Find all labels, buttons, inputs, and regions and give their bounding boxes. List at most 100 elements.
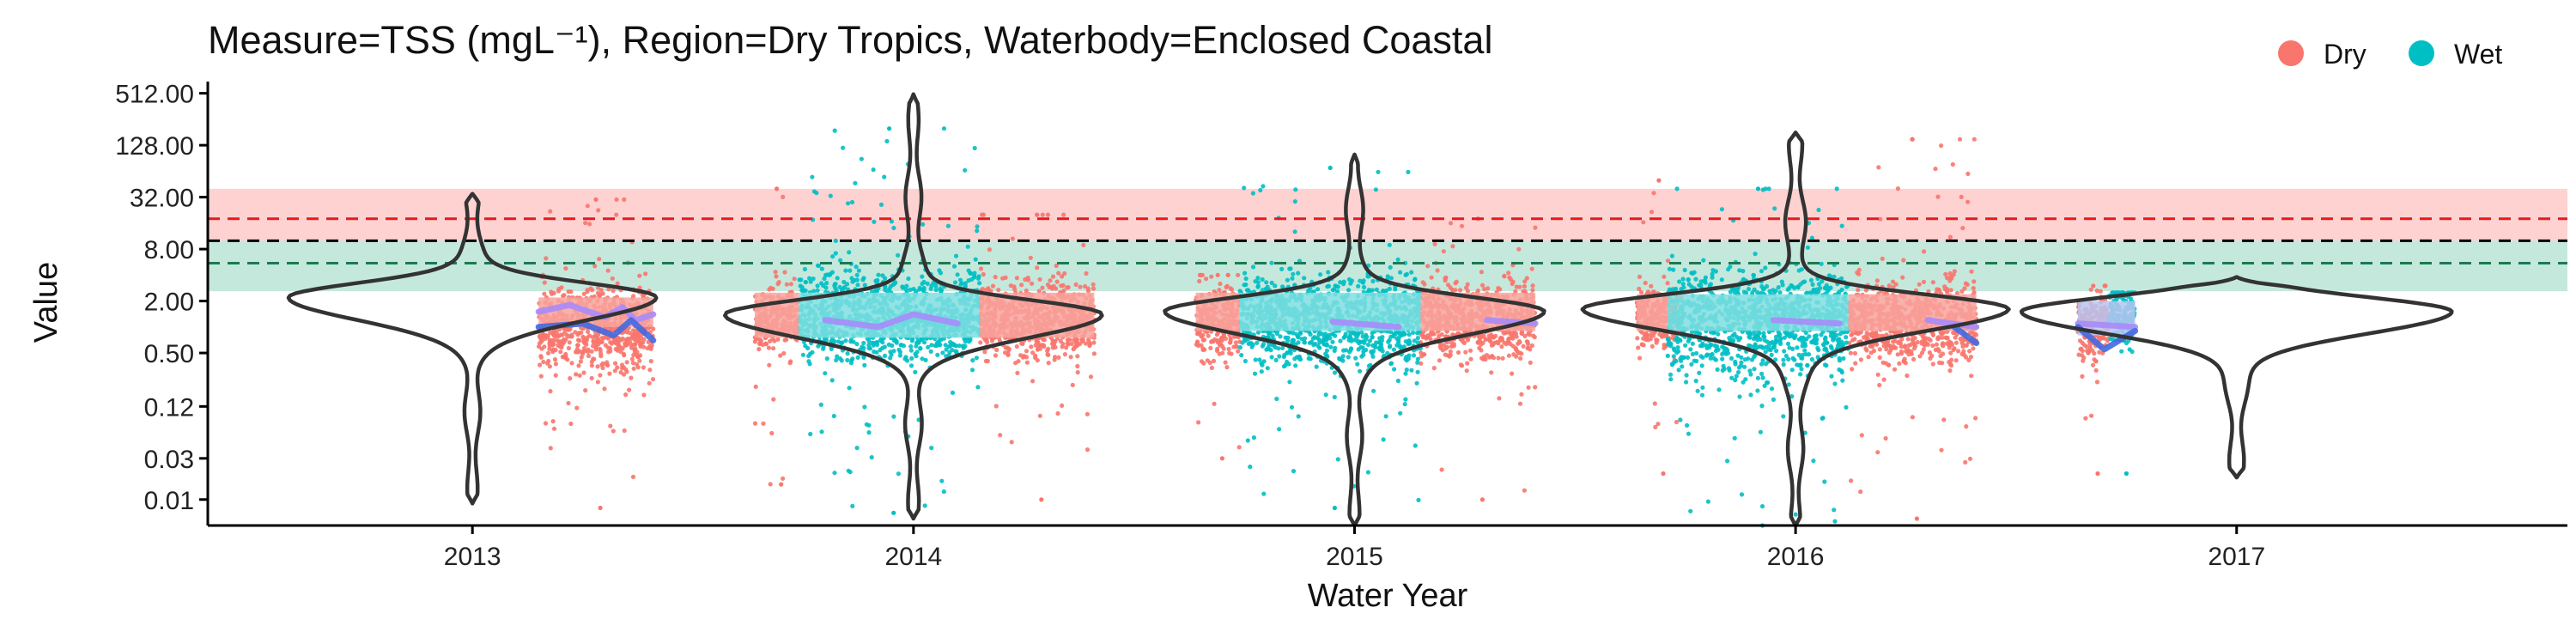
data-point-wet: [1292, 229, 1297, 234]
data-point-dry: [1204, 276, 1209, 282]
data-point-dry: [1009, 440, 1014, 445]
data-point-dry: [542, 344, 547, 349]
data-point-dry: [1858, 489, 1863, 495]
data-point-wet: [1296, 414, 1301, 419]
data-point-dry: [627, 387, 632, 392]
data-point-dry: [579, 355, 584, 360]
data-point-wet: [1403, 371, 1408, 376]
data-point-wet: [845, 357, 850, 363]
data-point-dry: [781, 476, 786, 481]
data-point-dry: [622, 428, 627, 434]
data-point-dry: [1487, 338, 1492, 343]
data-point-dry: [1930, 280, 1935, 285]
legend-swatch-wet: [2409, 40, 2434, 66]
data-point-wet: [914, 349, 920, 355]
data-point-dry: [1947, 234, 1953, 240]
data-point-dry: [619, 366, 625, 371]
data-point-dry: [547, 364, 553, 369]
data-point-dry: [2100, 335, 2105, 340]
data-point-dry: [575, 337, 581, 343]
data-point-wet: [854, 272, 860, 277]
data-point-wet: [903, 355, 908, 360]
data-point-dry: [1880, 256, 1885, 261]
data-point-wet: [853, 180, 858, 185]
data-point-dry: [544, 335, 550, 340]
data-point-dry: [2078, 346, 2083, 352]
data-point-dry: [596, 208, 601, 213]
data-point-wet: [810, 174, 815, 179]
data-point-dry: [1948, 350, 1953, 355]
data-point-dry: [583, 221, 588, 226]
data-point-wet: [1250, 264, 1256, 270]
data-point-dry: [1236, 349, 1241, 354]
data-point-dry: [771, 397, 776, 402]
data-point-dry: [1210, 338, 1215, 343]
data-point-dry: [1522, 279, 1528, 284]
data-point-dry: [595, 364, 600, 369]
data-point-wet: [898, 343, 903, 348]
data-point-dry: [1209, 274, 1214, 279]
data-point-dry: [615, 281, 620, 286]
data-point-wet: [920, 274, 925, 279]
data-point-dry: [1866, 355, 1871, 360]
data-point-dry: [1519, 392, 1524, 397]
data-point-dry: [637, 285, 642, 290]
data-point-dry: [2094, 380, 2100, 385]
data-point-dry: [1930, 343, 1935, 349]
data-point-wet: [929, 343, 934, 348]
data-point-wet: [832, 128, 837, 133]
data-point-dry: [1944, 276, 1950, 281]
data-point-wet: [875, 342, 880, 348]
data-point-dry: [775, 282, 781, 287]
data-point-dry: [1859, 433, 1864, 438]
data-point-dry: [1046, 352, 1051, 357]
data-point-dry: [604, 362, 610, 368]
data-point-dry: [1886, 283, 1892, 289]
data-point-dry: [1514, 347, 1519, 352]
data-point-dry: [606, 349, 611, 355]
data-point-wet: [856, 268, 862, 273]
data-point-wet: [965, 244, 970, 249]
data-point-wet: [975, 228, 980, 234]
data-point-wet: [850, 503, 855, 509]
data-point-dry: [1479, 334, 1485, 339]
data-point-dry: [641, 365, 647, 370]
data-point-dry: [1015, 370, 1020, 375]
data-point-dry: [1075, 354, 1080, 359]
data-point-dry: [1060, 274, 1065, 279]
data-point-dry: [1030, 350, 1036, 355]
data-point-wet: [862, 362, 867, 368]
data-point-dry: [607, 371, 612, 376]
data-point-dry: [1906, 352, 1911, 357]
data-point-wet: [855, 283, 860, 288]
data-point-dry: [1078, 284, 1083, 289]
data-point-dry: [1467, 348, 1473, 353]
data-point-dry: [1526, 385, 1531, 390]
data-point-dry: [1877, 355, 1882, 360]
data-point-dry: [547, 346, 552, 351]
data-point-dry: [1952, 269, 1957, 274]
data-point-dry: [630, 361, 636, 366]
data-point-dry: [589, 375, 594, 381]
data-point-dry: [768, 338, 773, 343]
data-point-wet: [1346, 355, 1351, 360]
data-point-dry: [753, 384, 758, 389]
data-point-dry: [1039, 497, 1044, 502]
data-point-dry: [1662, 274, 1667, 279]
data-point-dry: [1040, 212, 1045, 217]
data-point-dry: [774, 274, 779, 279]
data-point-dry: [1033, 355, 1038, 361]
data-point-dry: [1528, 360, 1533, 365]
data-point-dry: [612, 368, 617, 374]
data-point-dry: [1940, 335, 1945, 340]
data-point-dry: [1968, 355, 1974, 360]
data-point-dry: [994, 347, 999, 353]
data-point-dry: [546, 358, 551, 364]
data-point-dry: [1037, 413, 1042, 418]
data-point-dry: [1917, 354, 1923, 359]
data-point-wet: [862, 283, 867, 288]
data-point-dry: [538, 362, 543, 368]
data-point-dry: [1645, 337, 1650, 343]
data-point-dry: [784, 337, 789, 343]
data-point-dry: [1056, 355, 1061, 360]
